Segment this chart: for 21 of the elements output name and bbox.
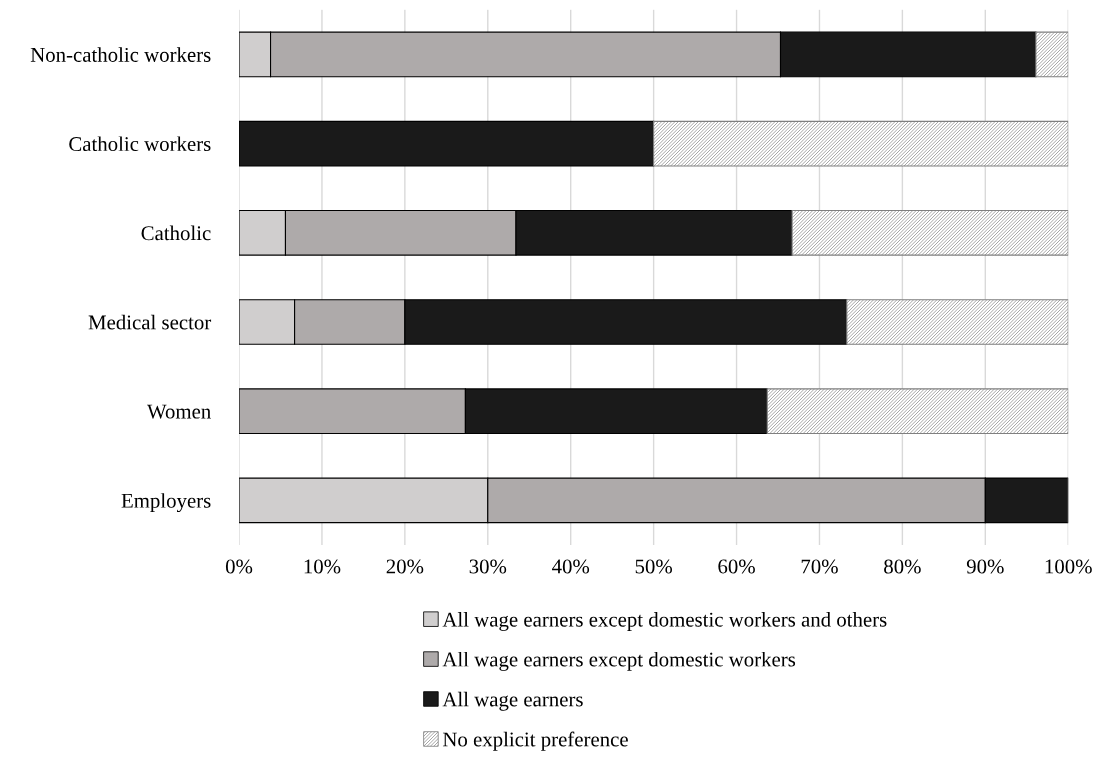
x-tick-label: 40% — [552, 559, 590, 574]
x-tick-label: 70% — [801, 559, 838, 574]
y-tick-label: Employers — [121, 493, 211, 513]
y-tick-label: Non-catholic workers — [30, 47, 211, 62]
legend-label: All wage earners except domestic workers — [442, 651, 796, 671]
x-tick-label: 30% — [469, 559, 507, 574]
y-tick-label: Women — [146, 404, 211, 419]
y-tick-label: Medical sector — [88, 314, 212, 330]
x-tick-label: 50% — [635, 559, 673, 574]
legend-label: All wage earners — [442, 691, 583, 711]
x-tick-label: 0% — [225, 559, 253, 574]
legend-label: All wage earners except domestic workers and others — [442, 612, 887, 631]
x-tick-label: 10% — [304, 559, 341, 574]
x-tick-label: 80% — [884, 559, 921, 574]
y-tick-label: Catholic workers — [69, 136, 211, 152]
y-tick-label: Catholic — [141, 225, 211, 241]
x-tick-label: 100% — [1045, 559, 1092, 574]
x-tick-label: 90% — [966, 559, 1004, 574]
legend-label: No explicit preference — [442, 731, 628, 751]
x-tick-label: 20% — [386, 559, 424, 574]
x-tick-label: 60% — [718, 559, 755, 574]
